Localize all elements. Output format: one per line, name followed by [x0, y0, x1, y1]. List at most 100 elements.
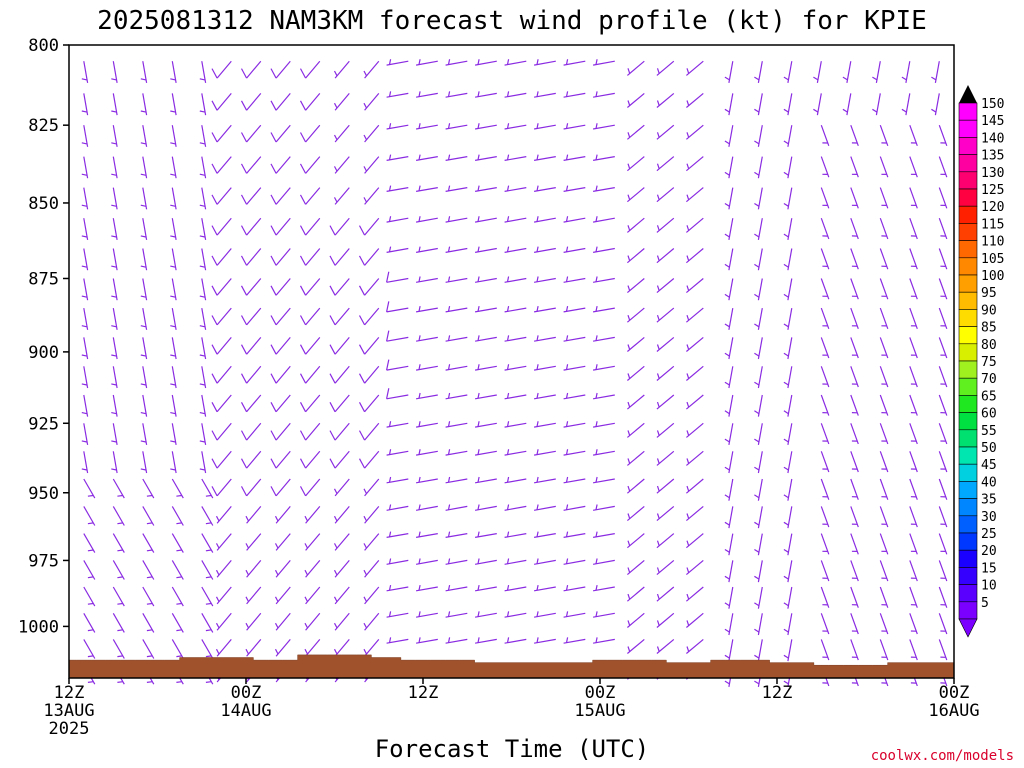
wind-barb-staff [364, 478, 380, 497]
wind-barb [783, 586, 793, 609]
wind-barb [299, 478, 321, 497]
wind-barb-staff [112, 394, 118, 417]
wind-barb-flag [595, 449, 598, 455]
wind-barb-flag [117, 655, 123, 658]
wind-barb-flag [299, 194, 307, 205]
wind-barb-flag [595, 558, 598, 564]
wind-barb-staff [334, 248, 350, 266]
wind-barb [81, 61, 89, 84]
wind-barb-staff [305, 248, 321, 266]
wind-barb-flag [686, 458, 690, 464]
wind-barb [879, 613, 889, 635]
wind-barb [909, 307, 918, 330]
wind-barb [724, 218, 734, 241]
wind-barb [563, 185, 586, 192]
wind-barb-flag [447, 611, 451, 617]
wind-barb-flag [536, 123, 539, 129]
wind-barb-staff [563, 394, 586, 400]
wind-barb-staff [386, 505, 409, 511]
wind-barb-staff [386, 394, 409, 400]
wind-barb-staff [445, 586, 468, 592]
wind-barb [299, 307, 321, 326]
wind-barb-staff [445, 124, 468, 130]
wind-barb [83, 613, 96, 633]
wind-barb [201, 533, 214, 553]
wind-barb [656, 278, 675, 294]
wind-barb-flag [686, 593, 690, 600]
wind-barb [533, 364, 556, 371]
wind-barb-flag [724, 466, 730, 471]
wind-barb-staff [627, 336, 645, 352]
wind-barb-staff [656, 638, 675, 654]
wind-barb-flag [388, 611, 392, 617]
wind-barb-flag [536, 611, 539, 617]
wind-barb-staff [246, 394, 262, 413]
wind-barb [592, 558, 615, 565]
wind-barb-flag [211, 344, 218, 355]
wind-barb-flag [270, 163, 277, 174]
wind-barb-flag [418, 611, 421, 617]
wind-barb [938, 124, 948, 147]
wind-barb-staff [563, 217, 586, 223]
wind-barb-staff [246, 612, 262, 631]
wind-barb-flag [754, 466, 760, 471]
wind-barb-flag [388, 504, 392, 510]
wind-barb-staff [533, 247, 556, 253]
wind-barb-staff [686, 278, 704, 294]
wind-barb-flag [199, 354, 206, 357]
wind-barb [386, 531, 409, 538]
wind-barb [872, 61, 881, 84]
wind-barb [329, 248, 350, 266]
wind-barb [783, 639, 793, 662]
wind-barb-flag [783, 293, 789, 298]
wind-barb [415, 216, 438, 223]
wind-barb-flag [783, 494, 789, 499]
wind-barb-staff [201, 125, 207, 147]
wind-barb-flag [754, 575, 760, 580]
wind-barb-flag [388, 584, 392, 591]
wind-barb [170, 278, 177, 301]
wind-barb-flag [170, 173, 176, 176]
wind-barb-flag [205, 655, 212, 658]
wind-barb-staff [386, 277, 409, 283]
wind-barb [386, 301, 409, 313]
wind-barb-staff [656, 422, 675, 438]
wind-barb-staff [686, 478, 704, 494]
wind-barb [627, 187, 645, 203]
wind-barb [686, 248, 704, 264]
wind-barb-flag [627, 401, 631, 408]
wind-barb-staff [246, 337, 262, 355]
wind-barb-flag [754, 521, 760, 526]
wind-barb [909, 217, 918, 240]
wind-barb-flag [170, 383, 176, 386]
wind-barb [656, 365, 675, 381]
wind-barb-flag [117, 602, 123, 605]
wind-barb-flag [270, 132, 277, 143]
wind-barb-flag [565, 504, 569, 510]
wind-barb-flag [686, 315, 690, 321]
wind-barb [504, 216, 527, 223]
wind-barb-flag [842, 76, 848, 81]
wind-barb-flag [176, 576, 182, 579]
wind-barbs [81, 59, 948, 688]
wind-barb [363, 156, 380, 174]
credit-text[interactable]: coolwx.com/models [871, 748, 1014, 764]
wind-barb [656, 586, 675, 602]
wind-barb-staff [592, 638, 615, 644]
wind-barb [627, 92, 645, 108]
wind-barb-flag [274, 622, 279, 629]
wind-barb [909, 533, 918, 555]
wind-barb [533, 185, 556, 192]
wind-barb-staff [386, 422, 409, 428]
wind-barb [304, 612, 321, 631]
wind-barb-flag [813, 108, 819, 113]
wind-barb-flag [783, 76, 789, 81]
wind-barb [211, 93, 232, 111]
wind-barb-flag [595, 59, 598, 65]
wind-barb-staff [504, 92, 527, 98]
wind-barb-staff [275, 60, 291, 79]
wind-barb-flag [418, 449, 421, 455]
wind-barb [850, 124, 859, 147]
wind-barb-flag [477, 531, 480, 538]
wind-barb-staff [563, 533, 586, 538]
